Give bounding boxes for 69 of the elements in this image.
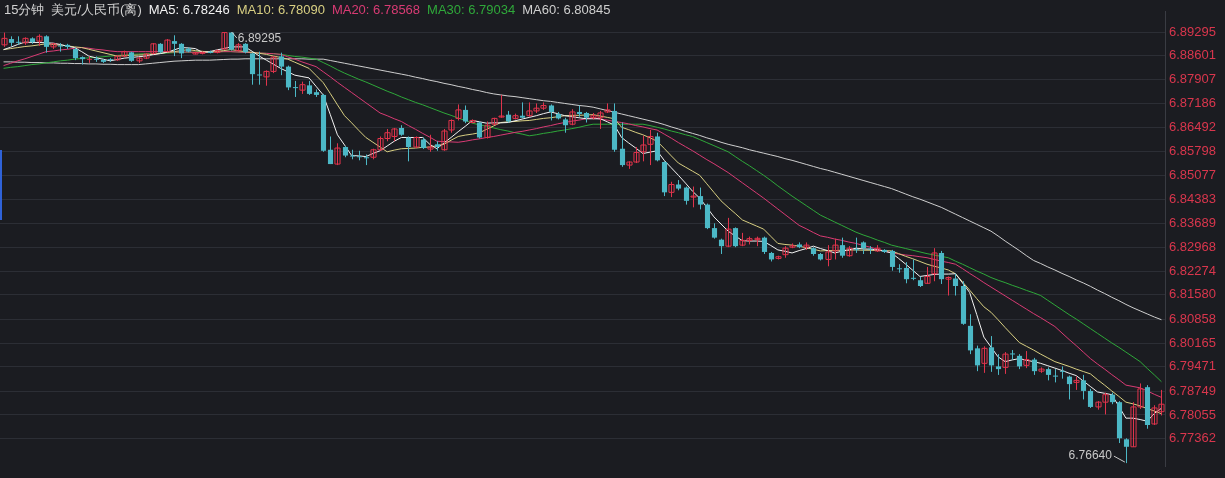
y-tick-label: 6.85798 [1169,142,1216,158]
candlestick [498,94,505,119]
y-tick-label: 6.82274 [1169,262,1216,278]
text: MA60: 6.80845 [522,2,611,17]
y-tick-label: 6.87186 [1169,95,1216,111]
y-tick-label: 6.80165 [1169,334,1216,350]
chart-title: 15分钟 [4,2,45,17]
text: MA5: 6.78246 [148,2,230,17]
candlestick [931,247,938,282]
candlestick [249,52,256,86]
candlestick [654,132,661,162]
y-tick-label: 6.86492 [1169,119,1216,135]
candlestick [278,52,285,76]
candlestick [484,120,491,140]
candlestick [1080,374,1087,400]
candlestick [690,186,697,208]
candlestick [945,275,952,297]
candlestick [327,135,334,165]
candlestick [704,203,711,230]
chart-subtitle: 美元/人民币(离) [51,2,142,17]
y-tick-label: 6.78055 [1169,406,1216,422]
candlestick [93,55,100,63]
candlestick [256,51,263,86]
candlestick [1123,437,1130,464]
candlestick [988,335,995,373]
candlestick [292,80,299,98]
candlestick [697,187,704,210]
text: MA20: 6.78568 [331,2,421,17]
y-tick-label: 6.83689 [1169,214,1216,230]
candlestick [903,261,910,284]
y-tick-label: 6.85077 [1169,167,1216,183]
candlestick [995,353,1002,376]
y-tick-label: 6.77362 [1169,430,1216,446]
candlestick [732,226,739,248]
candlestick [683,186,690,206]
y-tick-label: 6.82968 [1169,239,1216,255]
candlestick [405,135,412,162]
candlestick [889,249,896,272]
candlestick [334,142,341,166]
candlestick [1087,388,1094,409]
candlestick [171,34,178,57]
y-tick-label: 6.81580 [1169,286,1216,302]
candlestick [952,273,959,297]
annotation: 6.89295 [237,31,282,46]
candlestick [1009,349,1016,361]
y-tick-label: 6.79471 [1169,358,1216,374]
candlestick [974,345,981,372]
text: MA10: 6.78090 [236,2,325,17]
candlestick [981,345,988,374]
y-tick-label: 6.84383 [1169,190,1216,206]
candlestick [1052,368,1059,383]
candlestick [86,55,93,64]
candlestick [1002,351,1009,375]
candlestick [839,237,846,259]
y-tick-label: 6.88601 [1169,47,1216,63]
y-tick-label: 6.89295 [1169,23,1216,39]
y-tick-label: 6.87907 [1169,70,1216,86]
candlestick [910,258,917,281]
candlestick [1066,375,1073,400]
candlestick [853,237,860,254]
annotation: 6.76640 [1068,448,1113,463]
text: MA30: 6.79034 [427,2,516,17]
candlestick [576,104,583,118]
candlestick [1059,365,1066,380]
candlestick [285,65,292,91]
y-tick-label: 6.80858 [1169,311,1216,327]
candlestick [619,122,626,168]
y-tick-label: 6.78749 [1169,382,1216,398]
candlestick [725,217,732,248]
